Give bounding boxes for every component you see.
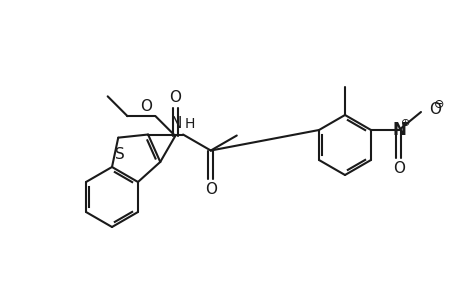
Text: O: O bbox=[204, 182, 216, 196]
Text: O: O bbox=[392, 161, 404, 176]
Text: O: O bbox=[169, 90, 181, 105]
Text: ⊕: ⊕ bbox=[400, 118, 410, 128]
Text: N: N bbox=[170, 116, 182, 130]
Text: O: O bbox=[428, 103, 440, 118]
Text: S: S bbox=[115, 147, 125, 162]
Text: N: N bbox=[391, 121, 405, 139]
Text: O: O bbox=[140, 99, 152, 114]
Text: H: H bbox=[185, 116, 195, 130]
Text: ⊖: ⊖ bbox=[433, 98, 443, 110]
